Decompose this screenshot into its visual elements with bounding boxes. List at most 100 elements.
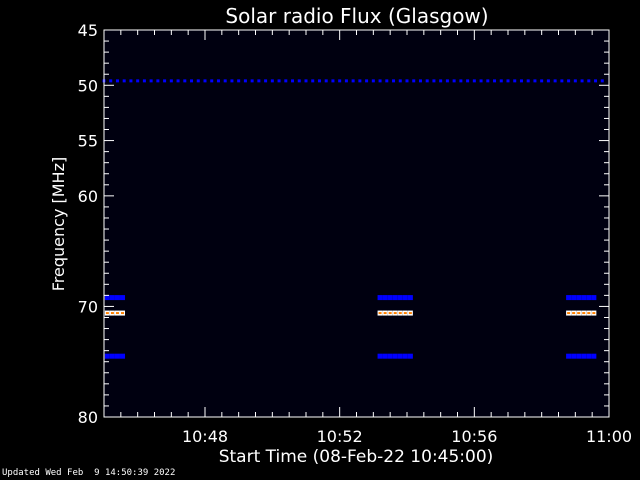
band-cell (338, 79, 342, 83)
band-cell (304, 79, 308, 83)
burst-core (388, 312, 392, 315)
x-tick-label: 10:52 (317, 427, 363, 446)
spectrogram-heatmap (102, 30, 609, 417)
burst-cell (104, 295, 110, 301)
burst-cell (377, 353, 383, 359)
band-cell (358, 79, 362, 83)
burst-cell (566, 295, 572, 301)
band-cell (540, 79, 544, 83)
band-cell (412, 79, 416, 83)
band-cell (499, 79, 503, 83)
band-cell (432, 79, 436, 83)
band-cell (115, 79, 119, 83)
burst-cell (109, 353, 115, 359)
x-tick-label: 10:48 (182, 427, 228, 446)
band-cell (472, 79, 476, 83)
band-cell (210, 79, 214, 83)
band-cell (378, 79, 382, 83)
band-cell (122, 79, 126, 83)
x-axis-label: Start Time (08-Feb-22 10:45:00) (219, 447, 494, 467)
y-tick-label: 50 (78, 76, 98, 95)
band-cell (439, 79, 443, 83)
y-tick-label: 55 (78, 132, 98, 151)
burst-cell (591, 295, 597, 301)
band-cell (546, 79, 550, 83)
burst-cell (407, 295, 413, 301)
band-cell (284, 79, 288, 83)
burst-cell (407, 353, 413, 359)
burst-cell (120, 353, 126, 359)
band-cell (190, 79, 194, 83)
burst-core (393, 312, 397, 315)
burst-core (567, 312, 571, 315)
burst-core (383, 312, 387, 315)
y-axis-label: Frequency [MHz] (49, 157, 68, 291)
band-cell (311, 79, 315, 83)
band-cell (560, 79, 564, 83)
band-cell (587, 79, 591, 83)
burst-cell (571, 295, 577, 301)
band-cell (385, 79, 389, 83)
band-cell (196, 79, 200, 83)
band-cell (142, 79, 146, 83)
band-cell (176, 79, 180, 83)
band-cell (445, 79, 449, 83)
band-cell (297, 79, 301, 83)
burst-3 (566, 295, 597, 359)
burst-cell (114, 295, 120, 301)
burst-cell (402, 353, 408, 359)
burst-cell (382, 295, 388, 301)
burst-cell (109, 295, 115, 301)
y-tick-label: 80 (78, 408, 98, 427)
burst-cell (586, 353, 592, 359)
band-cell (317, 79, 321, 83)
burst-cell (402, 295, 408, 301)
band-cell (264, 79, 268, 83)
burst-cell (566, 353, 572, 359)
band-cell (351, 79, 355, 83)
band-cell (230, 79, 234, 83)
band-cell (533, 79, 537, 83)
band-cell (418, 79, 422, 83)
band-cell (594, 79, 598, 83)
band-cell (163, 79, 167, 83)
band-cell (371, 79, 375, 83)
burst-2 (377, 295, 413, 359)
axes: 10:48 10:52 10:56 11:00 45 50 55 60 70 80 (78, 21, 632, 446)
band-cell (129, 79, 133, 83)
burst-cell (392, 353, 398, 359)
band-cell (223, 79, 227, 83)
burst-cell (387, 295, 393, 301)
band-cell (243, 79, 247, 83)
band-cell (553, 79, 557, 83)
band-cell (425, 79, 429, 83)
burst-core (587, 312, 591, 315)
band-cell (526, 79, 530, 83)
band-cell (567, 79, 571, 83)
burst-core (105, 312, 109, 315)
band-cell (459, 79, 463, 83)
burst-1 (104, 295, 126, 359)
burst-core (577, 312, 581, 315)
band-cell (506, 79, 510, 83)
burst-core (378, 312, 382, 315)
burst-cell (591, 353, 597, 359)
band-cell (250, 79, 254, 83)
burst-core (121, 312, 125, 315)
band-cell (519, 79, 523, 83)
band-cell (331, 79, 335, 83)
burst-core (582, 312, 586, 315)
burst-core (110, 312, 114, 315)
updated-timestamp: Updated Wed Feb 9 14:50:39 2022 (2, 468, 176, 478)
band-cell (136, 79, 140, 83)
band-cell (513, 79, 517, 83)
burst-core (408, 312, 412, 315)
band-cell (452, 79, 456, 83)
x-tick-label: 11:00 (586, 427, 632, 446)
burst-cell (397, 353, 403, 359)
burst-core (592, 312, 596, 315)
burst-cell (576, 353, 582, 359)
band-cell (398, 79, 402, 83)
band-cell (109, 79, 113, 83)
